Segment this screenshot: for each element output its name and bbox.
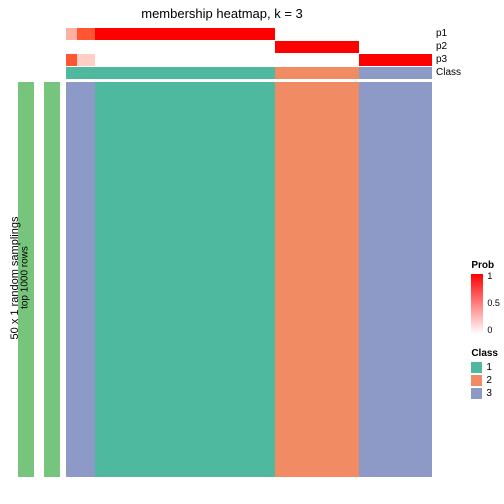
heatmap-body [66,82,432,477]
class-legend-item: 1 [471,362,498,373]
anno-row-p1 [66,28,432,40]
anno-row-p3 [66,54,432,66]
class-label: 2 [486,375,492,386]
prob-tick: 0 [487,325,492,335]
heatmap-column [95,82,274,477]
ylabel-rows: top 1000 rows [20,228,31,328]
heatmap-column [275,82,359,477]
anno-label-p2: p2 [436,41,447,52]
swatch-icon [471,375,482,386]
prob-tick: 0.5 [487,298,500,308]
swatch-icon [471,362,482,373]
class-legend: Class 1 2 3 [471,348,498,399]
class-legend-item: 3 [471,388,498,399]
class-label: 1 [486,362,492,373]
anno-label-class: Class [436,67,461,78]
anno-label-p1: p1 [436,28,447,39]
legends: Prob 10.50 Class 123 [471,260,498,401]
prob-gradient: 10.50 [471,274,483,334]
prob-tick: 1 [487,271,492,281]
anno-label-p3: p3 [436,54,447,65]
heatmap-figure: membership heatmap, k = 3 p1p2p3Class 50… [0,0,504,504]
anno-row-p2 [66,41,432,53]
swatch-icon [471,388,482,399]
anno-row-class [66,67,432,79]
class-legend-title: Class [471,348,498,359]
class-legend-item: 2 [471,375,498,386]
annotation-rows [66,28,432,80]
left-bar-rows [44,82,60,477]
class-label: 3 [486,388,492,399]
chart-title: membership heatmap, k = 3 [0,6,444,21]
prob-legend-title: Prob [471,260,498,271]
heatmap-column [359,82,432,477]
